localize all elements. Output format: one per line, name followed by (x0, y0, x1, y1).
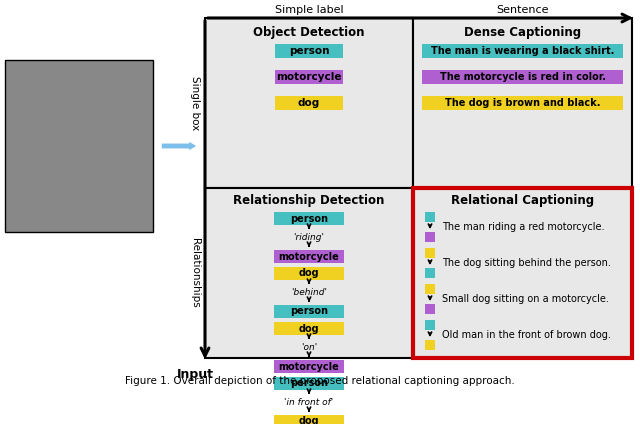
FancyBboxPatch shape (205, 188, 413, 358)
Text: 'in front of': 'in front of' (284, 398, 333, 407)
Text: Dense Captioning: Dense Captioning (464, 26, 581, 39)
FancyBboxPatch shape (413, 18, 632, 188)
Text: motorcycle: motorcycle (278, 362, 339, 371)
Text: motorcycle: motorcycle (278, 251, 339, 262)
Text: The man is wearing a black shirt.: The man is wearing a black shirt. (431, 46, 614, 56)
Text: person: person (289, 46, 329, 56)
Text: 'on': 'on' (301, 343, 317, 352)
FancyBboxPatch shape (274, 415, 344, 424)
Text: person: person (290, 307, 328, 316)
FancyBboxPatch shape (275, 70, 343, 84)
Text: Small dog sitting on a motorcycle.: Small dog sitting on a motorcycle. (442, 294, 609, 304)
FancyBboxPatch shape (5, 60, 153, 232)
Text: person: person (290, 214, 328, 223)
Text: Simple label: Simple label (275, 5, 343, 15)
FancyBboxPatch shape (422, 70, 623, 84)
FancyBboxPatch shape (275, 96, 343, 110)
Text: Relational Captioning: Relational Captioning (451, 194, 594, 207)
Text: dog: dog (299, 324, 319, 334)
FancyBboxPatch shape (274, 360, 344, 373)
FancyBboxPatch shape (425, 212, 435, 222)
FancyBboxPatch shape (275, 44, 343, 58)
Text: The man riding a red motorcycle.: The man riding a red motorcycle. (442, 222, 605, 232)
Text: The dog is brown and black.: The dog is brown and black. (445, 98, 600, 108)
FancyBboxPatch shape (425, 268, 435, 278)
FancyBboxPatch shape (205, 18, 413, 188)
Text: Input: Input (177, 368, 214, 381)
Text: dog: dog (299, 268, 319, 279)
FancyBboxPatch shape (274, 322, 344, 335)
FancyBboxPatch shape (274, 267, 344, 280)
Text: The dog sitting behind the person.: The dog sitting behind the person. (442, 258, 611, 268)
FancyBboxPatch shape (425, 284, 435, 294)
Bar (13, 115, 138, 215)
FancyBboxPatch shape (422, 96, 623, 110)
Text: motorcycle: motorcycle (276, 72, 342, 82)
Bar (57, 105, 95, 160)
FancyBboxPatch shape (425, 248, 435, 258)
FancyBboxPatch shape (274, 305, 344, 318)
Text: person: person (290, 379, 328, 388)
Text: The motorcycle is red in color.: The motorcycle is red in color. (440, 72, 605, 82)
FancyBboxPatch shape (413, 188, 632, 358)
Text: dog: dog (299, 416, 319, 424)
Text: dog: dog (298, 98, 320, 108)
Text: Relationship Detection: Relationship Detection (234, 194, 385, 207)
FancyBboxPatch shape (422, 44, 623, 58)
Text: Single box: Single box (190, 76, 200, 130)
Text: Relationships: Relationships (190, 238, 200, 308)
Text: Figure 1. Overall depiction of the proposed relational captioning approach.: Figure 1. Overall depiction of the propo… (125, 376, 515, 386)
FancyBboxPatch shape (274, 250, 344, 263)
FancyBboxPatch shape (425, 232, 435, 242)
Text: 'riding': 'riding' (294, 233, 324, 242)
Text: Sentence: Sentence (496, 5, 548, 15)
FancyBboxPatch shape (425, 320, 435, 330)
FancyBboxPatch shape (425, 304, 435, 314)
FancyBboxPatch shape (425, 340, 435, 350)
Text: Object Detection: Object Detection (253, 26, 365, 39)
FancyBboxPatch shape (274, 212, 344, 225)
FancyBboxPatch shape (274, 377, 344, 390)
Text: Old man in the front of brown dog.: Old man in the front of brown dog. (442, 330, 611, 340)
Bar (45, 80, 105, 210)
Text: 'behind': 'behind' (291, 288, 327, 297)
